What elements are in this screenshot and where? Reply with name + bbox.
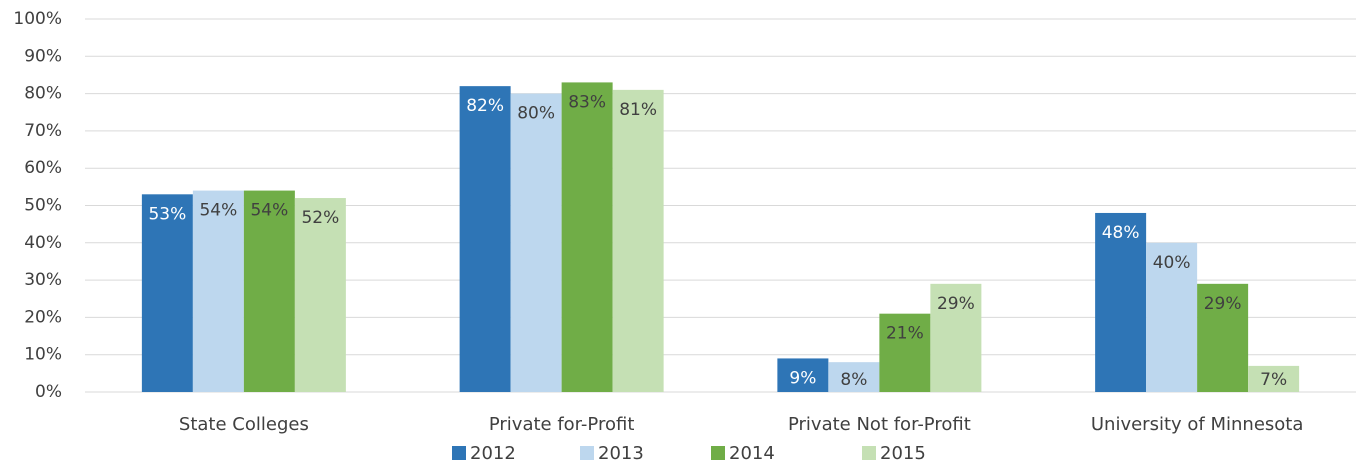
bar <box>1146 242 1198 392</box>
legend-label: 2015 <box>880 443 926 464</box>
legend-swatch <box>580 446 594 460</box>
y-tick-label: 50% <box>24 196 62 216</box>
legend-label: 2012 <box>470 443 516 464</box>
y-tick-label: 60% <box>24 158 62 178</box>
data-label: 40% <box>1153 253 1191 273</box>
data-label: 29% <box>1204 294 1242 314</box>
legend-label: 2014 <box>729 443 775 464</box>
legend-swatch <box>711 446 725 460</box>
bar <box>612 89 664 393</box>
data-label: 83% <box>568 92 606 112</box>
data-label: 53% <box>148 204 186 224</box>
data-label: 7% <box>1260 370 1287 390</box>
data-label: 82% <box>466 96 504 116</box>
x-tick-label: State Colleges <box>179 414 309 435</box>
bar <box>510 93 562 392</box>
y-tick-label: 90% <box>24 46 62 66</box>
bar <box>1248 365 1300 392</box>
y-tick-label: 30% <box>24 270 62 290</box>
y-tick-label: 100% <box>13 9 62 29</box>
legend-swatch <box>862 446 876 460</box>
y-tick-label: 70% <box>24 121 62 141</box>
bar <box>294 198 346 392</box>
data-label: 21% <box>886 324 924 344</box>
bar <box>828 362 880 392</box>
bar <box>777 358 829 392</box>
y-tick-label: 80% <box>24 84 62 104</box>
x-tick-label: University of Minnesota <box>1091 414 1304 435</box>
x-tick-label: Private Not for-Profit <box>788 414 971 435</box>
data-label: 81% <box>619 100 657 120</box>
legend-label: 2013 <box>598 443 644 464</box>
bar <box>1197 283 1249 392</box>
data-label: 8% <box>840 370 867 390</box>
data-label: 29% <box>937 294 975 314</box>
bar <box>141 194 193 392</box>
data-label: 80% <box>517 104 555 124</box>
bar <box>459 86 511 392</box>
bar <box>1095 212 1147 392</box>
bar <box>561 82 613 392</box>
x-tick-label: Private for-Profit <box>489 414 635 435</box>
data-label: 9% <box>789 368 816 388</box>
data-label: 52% <box>301 208 339 228</box>
y-tick-label: 40% <box>24 233 62 253</box>
data-label: 54% <box>199 201 237 221</box>
legend-swatch <box>452 446 466 460</box>
bar <box>243 190 295 392</box>
bar <box>930 283 982 392</box>
data-label: 48% <box>1102 223 1140 243</box>
bar <box>192 190 244 392</box>
y-tick-label: 10% <box>24 345 62 365</box>
y-tick-label: 20% <box>24 307 62 327</box>
bar <box>879 313 931 392</box>
y-tick-label: 0% <box>35 382 62 402</box>
data-label: 54% <box>250 201 288 221</box>
